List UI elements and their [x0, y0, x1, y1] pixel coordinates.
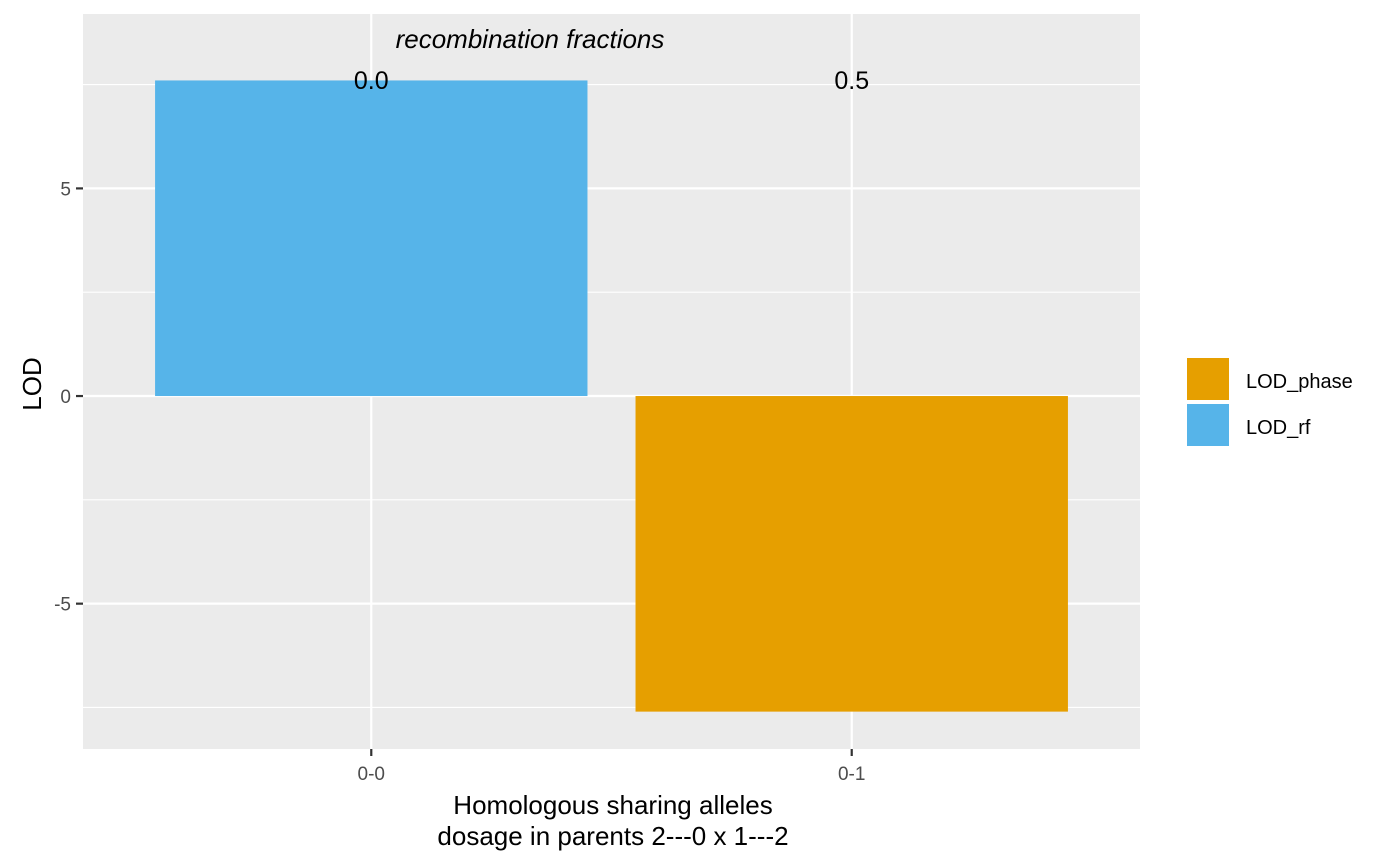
bar-lod-phase-0-1: [635, 396, 1068, 712]
legend-key-lod-rf: [1185, 402, 1231, 448]
bars: [155, 80, 1068, 712]
legend-label-lod-rf: LOD_rf: [1246, 417, 1311, 439]
x-axis-title-line1: Homologous sharing alleles: [453, 790, 772, 820]
x-tick-label-0: 0-0: [358, 764, 385, 785]
top-axis-title: recombination fractions: [396, 24, 665, 54]
legend: LOD_phase LOD_rf: [1185, 356, 1353, 448]
y-tick-label-2: 5: [60, 179, 71, 200]
x-axis-title-line2: dosage in parents 2---0 x 1---2: [437, 821, 788, 851]
bar-lod-rf-0-0: [155, 80, 588, 397]
y-axis-title: LOD: [17, 357, 47, 410]
top-axis-label-0: 0.0: [354, 67, 389, 95]
x-tick-label-1: 0-1: [838, 764, 865, 785]
legend-label-lod-phase: LOD_phase: [1246, 371, 1353, 393]
top-axis-label-1: 0.5: [834, 67, 869, 95]
legend-key-lod-phase: [1185, 356, 1231, 402]
axis-ticks: -5 0 5 0-0 0-1: [54, 179, 865, 785]
y-tick-label-0: -5: [54, 595, 71, 616]
y-tick-label-1: 0: [60, 387, 71, 408]
